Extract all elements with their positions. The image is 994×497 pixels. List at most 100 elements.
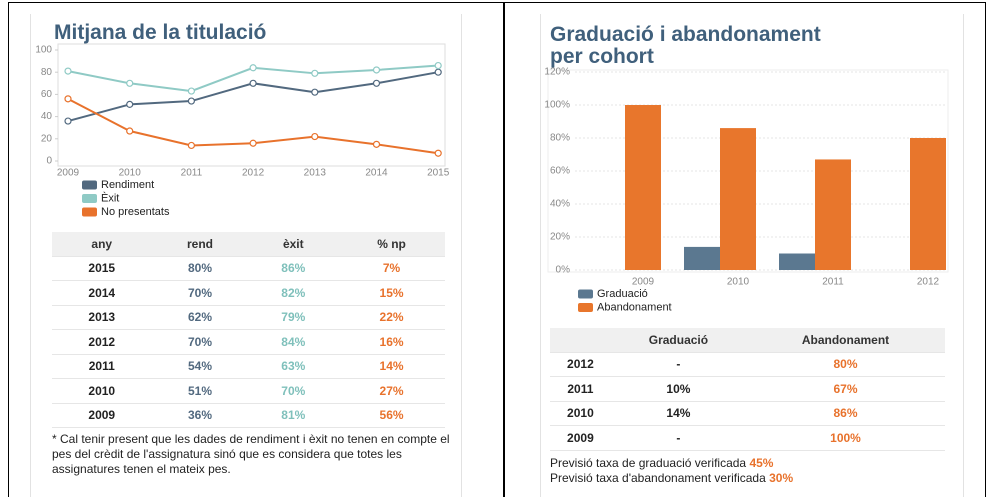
header-cell: rend [151,232,249,257]
legend-swatch [82,180,97,190]
legend-label: Graduació [597,288,648,300]
cell: 2011 [550,376,611,402]
y-tick-label: 20 [41,133,53,144]
left-panel [30,14,462,497]
header-cell: èxit [248,232,339,257]
forecast-value: 30% [769,471,794,485]
cell: 79% [248,305,339,330]
cell: 82% [248,280,339,306]
point [187,97,195,105]
cell: 2012 [52,329,152,355]
point [311,132,319,141]
cell: 2009 [52,403,152,428]
y-tick-label: 20% [550,232,570,243]
row: 2009-100% [550,425,945,451]
y-tick-label: 60 [41,89,53,100]
chart-title: Mitjana de la titulació [54,21,267,44]
forecast: Previsió taxa de graduació verificada 45… [550,456,950,471]
plot-frame [57,43,446,167]
cell: 54% [151,354,249,379]
cell: 22% [338,305,445,330]
row: 2009 36% 81% 56% [52,403,445,428]
cell: 86% [746,401,945,426]
legend-label: Èxit [101,191,119,204]
x-tick-label: 2009 [57,168,80,179]
cell: 7% [338,256,445,281]
cell: 70% [151,280,249,306]
header-cell: % np [338,232,445,257]
row: 2011 10% 67% [550,376,945,402]
y-tick-label: 40 [41,111,53,122]
cohort-table: Graduació Abandonament 2012-80% 2011 10% 67% 2… [550,328,945,451]
x-tick-label: 2012 [242,168,265,179]
point [249,79,257,87]
x-tick-label: 2014 [365,168,388,179]
x-tick-label: 2011 [822,277,844,288]
cell: 2011 [52,354,152,379]
point [64,95,72,103]
header-cell [550,328,611,353]
point [187,141,195,150]
point [372,140,381,148]
cell: 100% [746,425,945,451]
cell: 51% [151,378,249,404]
forecast-value: 45% [749,456,774,470]
cell: 80% [746,352,945,377]
legend-swatch [82,207,97,217]
cell: 70% [248,378,339,404]
y-tick-label: 100 [35,45,52,56]
header-row: any rend èxit% np [52,232,445,257]
note: * Cal tenir present que les dades de ren… [52,432,450,476]
forecast-text: Previsió taxa d'abandonament verificada [550,471,766,485]
bar [779,253,815,270]
point [249,139,257,147]
legend-label: No presentats [101,206,170,218]
bar [815,159,851,270]
cell: 2009 [550,425,611,451]
legend-swatch [578,289,593,299]
plot-frame [547,69,949,273]
cell: 84% [248,329,339,355]
row: 2010 51% 70% 27% [52,378,445,404]
x-tick-label: 2012 [917,277,940,288]
row: 2013 62% 79% 22% [52,305,445,330]
point [64,117,72,125]
cell: 67% [746,376,945,402]
legend-label: Abandonament [597,301,672,313]
point [434,61,442,70]
point [126,100,134,108]
cell: 70% [151,329,249,355]
x-tick-label: 2010 [119,168,142,179]
legend-label: Rendiment [101,179,154,191]
header-cell: Graduació [610,328,747,353]
cell: - [610,425,747,451]
y-tick-label: 0% [556,265,571,276]
point [372,79,381,87]
row: 2015 80% 86% 7% [52,256,445,281]
right-panel [540,14,964,497]
legend-swatch [578,303,593,312]
cell: 81% [248,403,339,428]
x-tick-label: 2009 [632,277,655,288]
forecast-text: Previsió taxa de graduació verificada [550,456,747,470]
x-tick-label: 2013 [304,168,327,179]
y-tick-label: 0 [46,156,52,167]
cell: 27% [338,378,445,404]
row: 2010 14% 86% [550,401,945,426]
y-tick-label: 100% [544,100,570,111]
cell: - [610,352,747,377]
legend-swatch [82,194,97,203]
x-tick-label: 2010 [727,277,750,288]
cell: 14% [338,354,445,379]
x-tick-label: 2015 [427,168,450,179]
line [67,71,439,123]
forecasts: Previsió taxa de graduació verificada 45… [550,456,950,486]
row: 2014 70% 82% 15% [52,280,445,306]
frame [8,2,986,497]
y-tick-label: 60% [550,166,570,177]
forecast: Previsió taxa d'abandonament verificada … [550,471,950,486]
bar [720,128,756,270]
cell: 2013 [52,305,152,330]
